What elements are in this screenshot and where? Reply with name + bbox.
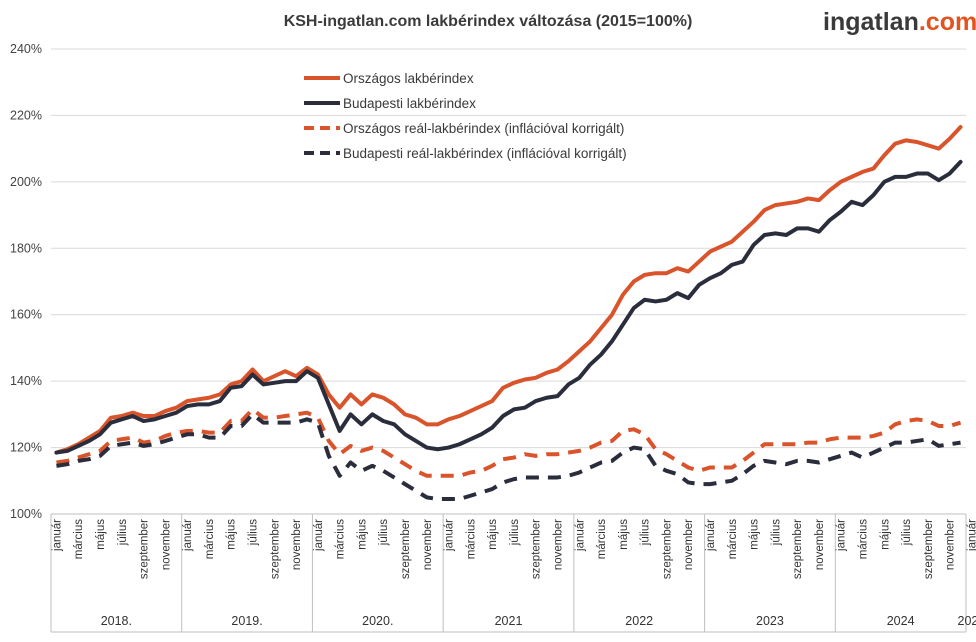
month-tick-label: május: [95, 519, 107, 550]
year-label: 2018.: [101, 614, 132, 628]
chart-title: KSH-ingatlan.com lakbérindex változása (…: [284, 13, 693, 30]
month-tick-label: március: [727, 519, 739, 560]
legend-label-2: Budapesti lakbérindex: [343, 96, 476, 111]
month-tick-label: szeptember: [400, 519, 412, 579]
month-tick-label: szeptember: [139, 519, 151, 579]
x-axis: 2018. január március május július szeptember n…: [50, 514, 976, 633]
month-tick-label: január: [51, 519, 63, 552]
month-tick-label: május: [618, 519, 630, 550]
legend: Országos lakbérindex Budapesti lakbérinde…: [304, 71, 627, 161]
month-tick-label: szeptember: [661, 519, 673, 579]
year-label: 2021: [495, 614, 523, 628]
month-tick-label: november: [814, 519, 826, 570]
month-tick-label: szeptember: [792, 519, 804, 579]
month-tick-label: november: [160, 519, 172, 570]
series-line-4: [56, 412, 961, 502]
month-tick-label: március: [204, 519, 216, 560]
month-tick-label: július: [117, 519, 129, 546]
y-tick-label: 120%: [10, 441, 42, 455]
month-tick-label: szeptember: [269, 519, 281, 579]
month-tick-label: január: [966, 519, 976, 552]
series-lines: [54, 125, 963, 502]
month-tick-label: május: [356, 519, 368, 550]
year-label: 2025: [958, 614, 976, 628]
month-tick-label: július: [248, 519, 260, 546]
month-tick-label: március: [596, 519, 608, 560]
month-tick-label: március: [73, 519, 85, 560]
month-tick-label: március: [858, 519, 870, 560]
month-tick-label: november: [945, 519, 957, 570]
month-tick-label: november: [683, 519, 695, 570]
month-tick-label: július: [509, 519, 521, 546]
y-tick-label: 100%: [10, 507, 42, 521]
month-tick-label: július: [378, 519, 390, 546]
legend-label-3: Országos reál-lakbérindex (inflációval k…: [343, 121, 624, 136]
month-tick-label: szeptember: [923, 519, 935, 579]
year-label: 2020.: [362, 614, 393, 628]
month-tick-label: november: [553, 519, 565, 570]
month-tick-label: július: [901, 519, 913, 546]
month-tick-label: május: [487, 519, 499, 550]
y-tick-label: 180%: [10, 241, 42, 255]
month-tick-label: január: [836, 519, 848, 552]
month-tick-label: november: [291, 519, 303, 570]
month-tick-label: november: [422, 519, 434, 570]
month-tick-label: január: [182, 519, 194, 552]
ingatlan-logo: ingatlan.com: [823, 8, 976, 36]
month-tick-label: május: [879, 519, 891, 550]
month-tick-label: január: [444, 519, 456, 552]
month-tick-label: március: [335, 519, 347, 560]
month-tick-label: január: [705, 519, 717, 552]
month-tick-label: március: [465, 519, 477, 560]
year-label: 2023: [756, 614, 784, 628]
legend-label-1: Országos lakbérindex: [343, 71, 474, 86]
month-tick-label: január: [574, 519, 586, 552]
series-line-3: [56, 407, 962, 478]
y-tick-label: 200%: [10, 175, 42, 189]
month-tick-label: július: [770, 519, 782, 546]
logo-suffix: .com: [919, 8, 976, 36]
gridlines: 100% 120% 140% 160% 180% 200% 220% 240%: [10, 42, 966, 521]
series-line-2: [54, 159, 963, 455]
month-tick-label: május: [226, 519, 238, 550]
series-line-1: [54, 125, 963, 455]
month-tick-label: május: [749, 519, 761, 550]
year-label: 2019.: [231, 614, 262, 628]
y-tick-label: 140%: [10, 374, 42, 388]
legend-label-4: Budapesti reál-lakbérindex (inflációval …: [343, 146, 627, 161]
logo-brand: ingatlan: [823, 8, 919, 36]
year-label: 2022: [625, 614, 653, 628]
month-tick-label: január: [313, 519, 325, 552]
month-tick-label: szeptember: [531, 519, 543, 579]
year-label: 2024: [887, 614, 915, 628]
y-tick-label: 240%: [10, 42, 42, 56]
y-tick-label: 160%: [10, 308, 42, 322]
month-tick-label: július: [640, 519, 652, 546]
y-tick-label: 220%: [10, 108, 42, 122]
